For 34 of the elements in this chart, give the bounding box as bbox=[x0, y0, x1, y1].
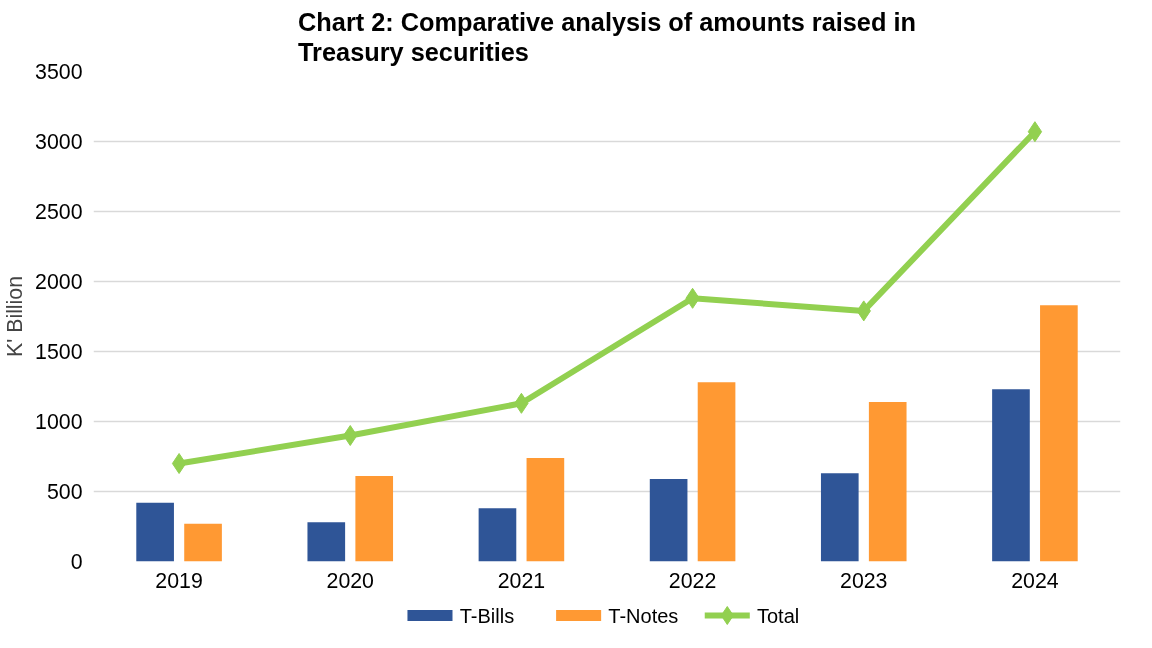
y-tick-label: 3000 bbox=[35, 130, 83, 154]
bar bbox=[136, 502, 174, 562]
bar bbox=[184, 523, 222, 562]
y-tick-label: 1500 bbox=[35, 340, 83, 364]
point bbox=[1027, 121, 1043, 143]
y-tick-label: 2500 bbox=[35, 200, 83, 224]
x-tick-label: 2019 bbox=[155, 568, 203, 593]
bar bbox=[355, 476, 394, 562]
bar bbox=[992, 389, 1030, 562]
y-tick-label: 0 bbox=[70, 550, 83, 574]
bar bbox=[478, 508, 517, 562]
bar bbox=[868, 401, 907, 562]
bar bbox=[697, 382, 736, 562]
y-tick-label: 3500 bbox=[35, 60, 83, 84]
y-tick-label: 500 bbox=[46, 480, 83, 504]
legend-label: T-Notes bbox=[608, 604, 679, 627]
y-axis-title: K' Billion bbox=[3, 275, 28, 358]
x-tick-label: 2021 bbox=[497, 568, 546, 593]
chart-title: Chart 2: Comparative analysis of amounts raised in Treasury securities bbox=[298, 7, 916, 67]
x-tick-label: 2023 bbox=[840, 568, 888, 593]
point bbox=[343, 425, 358, 446]
legend-label: Total bbox=[757, 604, 800, 627]
bar bbox=[307, 522, 346, 562]
y-tick-label: 1000 bbox=[35, 410, 83, 434]
x-tick-label: 2022 bbox=[668, 568, 717, 593]
point bbox=[171, 453, 187, 474]
bar bbox=[526, 457, 565, 562]
bar bbox=[1040, 305, 1078, 562]
legend-label: T-Bills bbox=[459, 604, 515, 627]
bar bbox=[820, 473, 859, 562]
y-tick-label: 2000 bbox=[35, 270, 83, 294]
x-tick-label: 2020 bbox=[326, 568, 375, 593]
bar bbox=[649, 478, 688, 562]
x-tick-label: 2024 bbox=[1011, 568, 1059, 593]
